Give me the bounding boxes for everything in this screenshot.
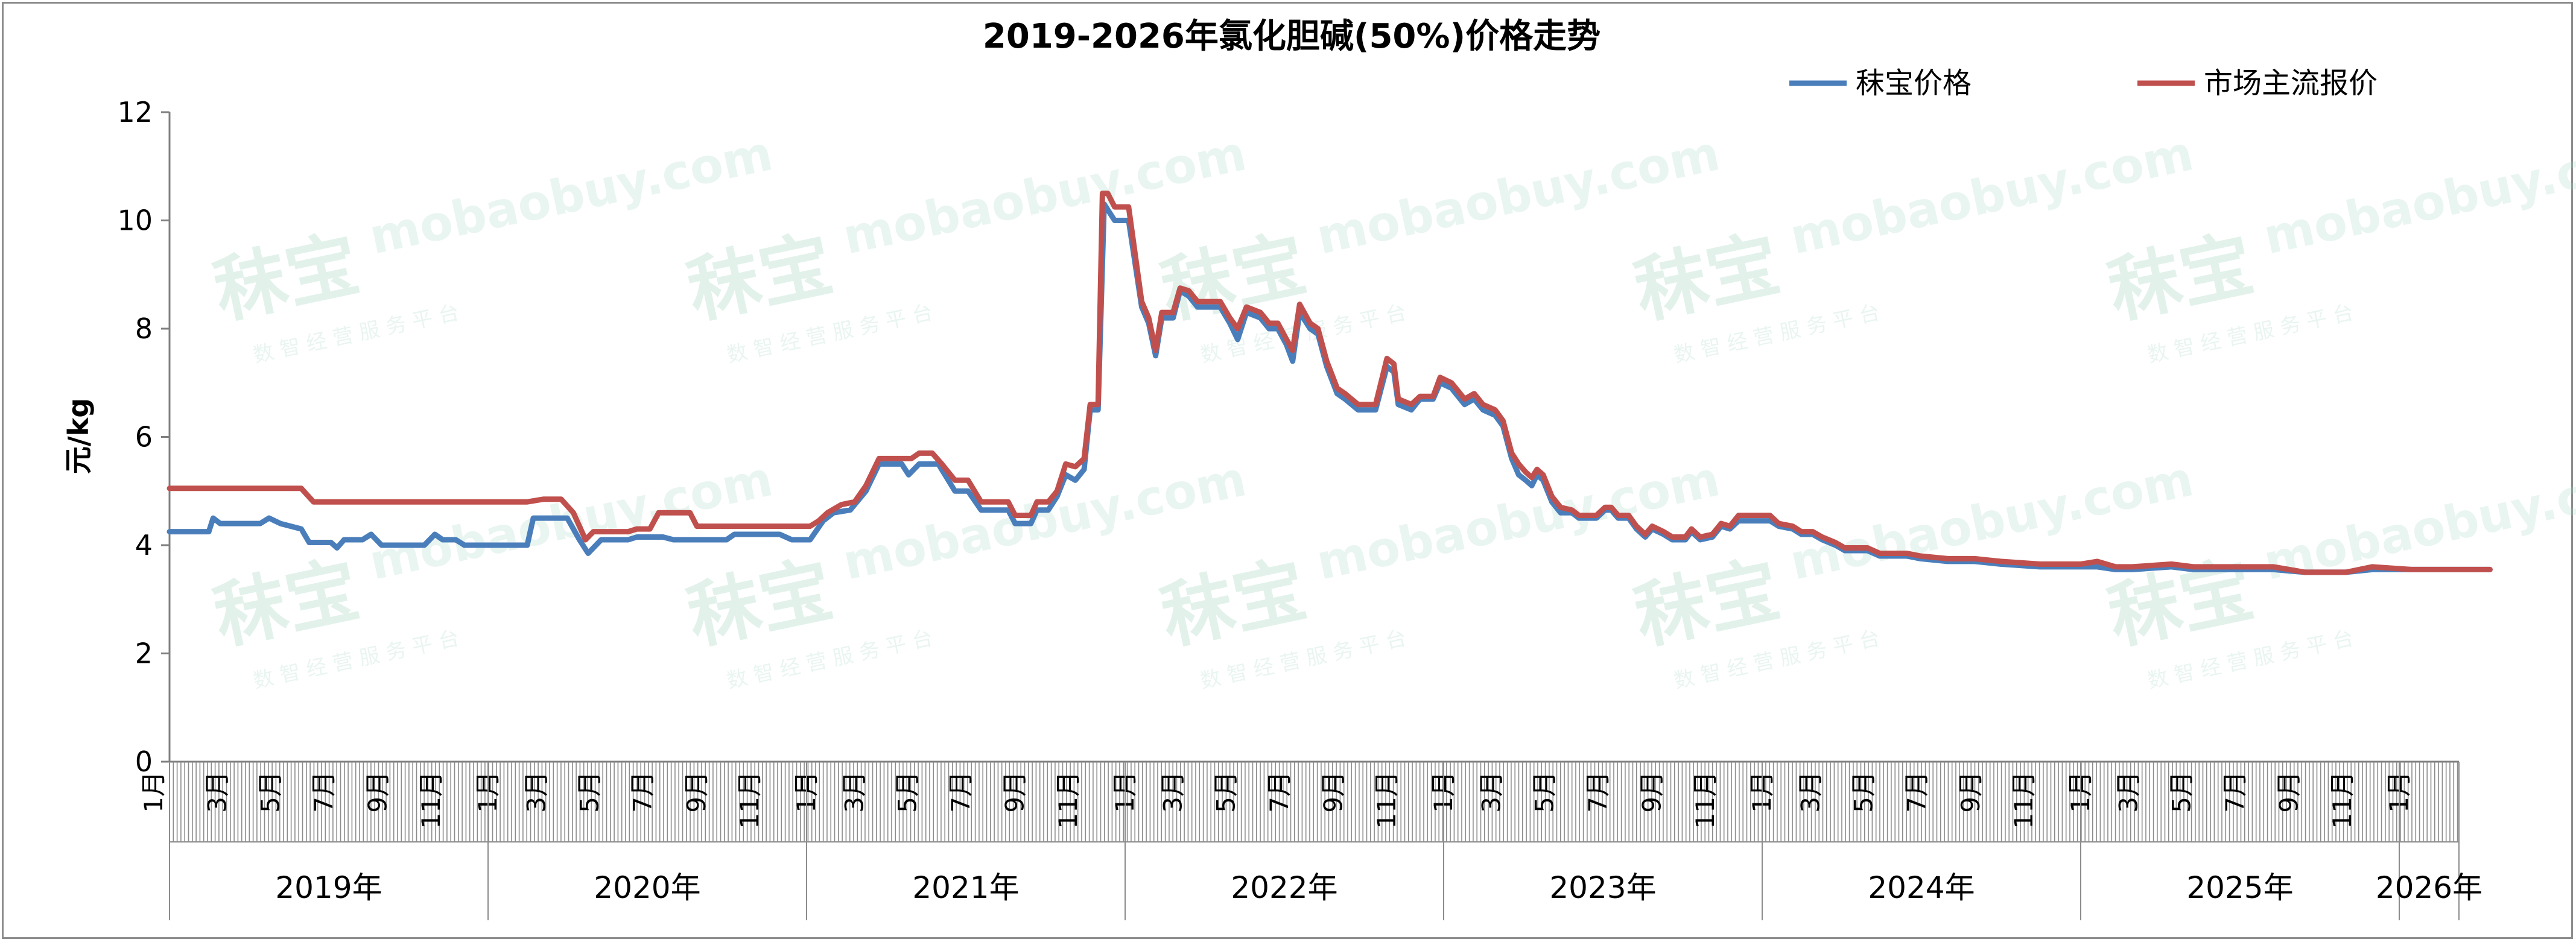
year-label: 2020年 [594,870,700,905]
y-axis-label: 元/kg [62,398,95,474]
chart-svg: 秣宝mobaobuy.com数 智 经 营 服 务 平 台秣宝mobaobuy.… [62,17,2576,920]
year-label: 2021年 [912,870,1019,905]
watermark-url: mobaobuy.com [1312,125,1724,265]
legend: 秣宝价格 市场主流报价 [1789,66,2378,100]
legend-label-market: 市场主流报价 [2204,66,2378,100]
year-label: 2025年 [2186,870,2293,905]
watermark-url: mobaobuy.com [2259,125,2576,265]
x-month-label: 11月 [1690,771,1720,829]
x-month-label: 3月 [202,771,232,813]
x-month-label: 9月 [1637,771,1667,813]
x-axis: 3月 5月 7月 9月 11月 1月 3月 5月 7月 9月 11月 1月 3月 5月 7月 9月 11月 1月 3… [139,762,2482,920]
x-month-label: 1月 [139,771,168,813]
year-label: 2023年 [1549,870,1656,905]
x-month-label: 5月 [1530,771,1559,813]
x-month-label: 3月 [1158,771,1187,813]
x-month-label: 11月 [2327,771,2357,829]
x-month-label: 5月 [575,771,604,813]
x-month-label: 5月 [1211,771,1241,813]
x-month-label: 7月 [1583,771,1613,813]
watermark-logo: 秣宝 [207,223,366,335]
series-lines [167,191,2493,575]
x-month-label: 9月 [363,771,393,813]
watermark-url: mobaobuy.com [838,125,1251,265]
x-month-label: 11月 [416,771,446,829]
watermark-logo: 秣宝 [207,548,366,660]
x-month-label: 11月 [1372,771,1401,829]
x-month-label: 3月 [839,771,869,813]
x-month-label: 7月 [946,771,976,813]
x-month-label: 7月 [628,771,658,813]
x-month-label: 7月 [1264,771,1294,813]
y-tick-label: 0 [135,745,153,778]
x-month-label: 11月 [2009,771,2038,829]
x-month-label: 5月 [2167,771,2197,813]
x-month-label: 9月 [1956,771,1985,813]
watermark-logo: 秣宝 [680,548,840,660]
year-label: 2019年 [275,870,382,905]
x-month-label: 5月 [893,771,922,813]
x-month-label: 3月 [522,771,551,813]
x-month-label: 9月 [682,771,711,813]
y-tick-label: 8 [135,312,153,345]
y-tick-label: 12 [117,96,153,128]
x-month-label: 3月 [2113,771,2143,813]
x-month-label: 3月 [1796,771,1826,813]
x-month-label: 9月 [1000,771,1030,813]
watermark-logo: 秣宝 [680,223,840,335]
y-tick-label: 6 [135,421,153,454]
x-month-label: 7月 [1902,771,1932,813]
x-month-label: 9月 [2274,771,2304,813]
x-month-label: 5月 [256,771,285,813]
y-tick-label: 2 [135,637,153,670]
watermark-logo: 秣宝 [1154,223,1313,335]
series-line-market-price [167,191,2493,575]
x-month-label: 7月 [2220,771,2250,813]
year-label: 2022年 [1231,870,1337,905]
watermark-url: mobaobuy.com [1785,125,2198,265]
x-month-label: 9月 [1319,771,1348,813]
watermark-logo: 秣宝 [2101,223,2260,335]
x-month-label: 11月 [1053,771,1083,829]
watermark-logo: 秣宝 [1628,548,1787,660]
y-tick-label: 4 [135,529,153,561]
x-month-label: 3月 [1476,771,1506,813]
x-month-label: 5月 [1849,771,1879,813]
year-label: 2026年 [2376,870,2482,905]
x-month-label: 7月 [309,771,338,813]
watermark-url: mobaobuy.com [364,125,777,265]
y-tick-label: 10 [117,204,153,237]
legend-label-mobao: 秣宝价格 [1856,66,1972,100]
watermark-logo: 秣宝 [1154,548,1313,660]
watermark-layer: 秣宝mobaobuy.com数 智 经 营 服 务 平 台秣宝mobaobuy.… [207,125,2576,693]
watermark-url: mobaobuy.com [838,450,1251,590]
watermark-logo: 秣宝 [1628,223,1787,335]
chart-title: 2019-2026年氯化胆碱(50%)价格走势 [983,17,1600,56]
x-month-label: 11月 [735,771,764,829]
year-label: 2024年 [1868,870,1975,905]
